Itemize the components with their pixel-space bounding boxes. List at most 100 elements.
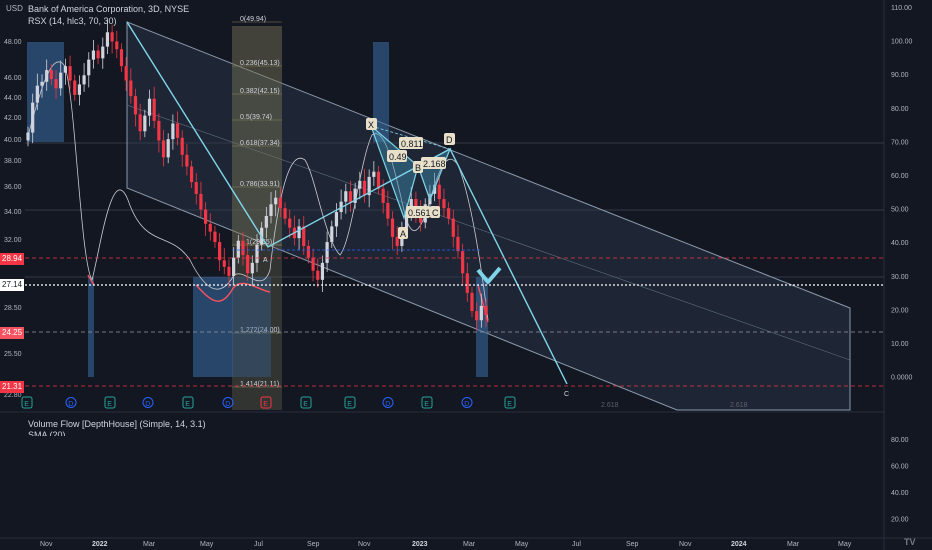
ratio-label-bd: 2.168 xyxy=(421,157,446,169)
candle-body xyxy=(362,180,367,196)
price-tag-21-31: 21.31 xyxy=(0,381,25,393)
pattern-label-b: B xyxy=(413,161,423,173)
pattern-label-x: X xyxy=(366,118,377,130)
fib-level-label: 0.5(39.74) xyxy=(240,114,272,121)
ratio-label-ac: 0.561 xyxy=(406,206,431,218)
currency-label: USD xyxy=(6,4,23,13)
time-tick-label: May xyxy=(200,541,214,548)
time-tick-label: Mar xyxy=(787,541,800,548)
symbol-title[interactable]: Bank of America Corporation, 3D, NYSE xyxy=(28,4,190,14)
candle-body xyxy=(264,215,268,228)
time-tick-label: 2022 xyxy=(92,541,108,548)
svg-text:2.168: 2.168 xyxy=(423,159,446,169)
candle-body xyxy=(101,46,105,59)
candle-body xyxy=(218,242,222,261)
time-tick-label: May xyxy=(838,541,852,548)
price-tick-label: 40.00 xyxy=(4,137,22,144)
candle-body xyxy=(316,270,320,280)
candle-body xyxy=(175,123,180,138)
candle-body xyxy=(138,114,142,132)
candle-body xyxy=(26,132,30,141)
candle-body xyxy=(77,84,82,95)
rsx-tick-label: 10.00 xyxy=(891,341,909,348)
fib-level-label: 1(29.55) xyxy=(246,239,272,246)
event-marker-label: E xyxy=(507,401,512,408)
svg-text:X: X xyxy=(368,120,374,130)
candle-body xyxy=(49,70,53,80)
earnings-marker xyxy=(421,396,433,409)
candle-body xyxy=(325,242,329,263)
candle-body xyxy=(288,218,292,228)
tradingview-logo-icon: TV xyxy=(904,537,916,547)
time-tick-label: Jul xyxy=(572,541,581,548)
earnings-marker xyxy=(21,396,33,409)
candle-body xyxy=(119,49,124,67)
candle-body xyxy=(96,50,100,59)
candle-body xyxy=(372,171,376,177)
candle-body xyxy=(414,199,418,211)
time-tick-label: 2023 xyxy=(412,541,428,548)
earnings-marker xyxy=(504,396,516,409)
time-tick-label: Sep xyxy=(307,541,320,548)
candle-body xyxy=(386,202,390,219)
time-axis: Nov 2022 Mar May Jul Sep Nov 2023 Mar May Jul Sep No… xyxy=(40,541,852,548)
price-tick-label: 38.00 xyxy=(4,158,22,165)
pattern-label-a: A xyxy=(398,227,408,239)
candle-body xyxy=(166,139,170,158)
fib-level-label: 0.786(33.91) xyxy=(240,181,280,188)
time-tick-label: Nov xyxy=(679,541,692,548)
abcd-label-c: C xyxy=(564,391,569,398)
candle-body xyxy=(465,273,469,293)
candle-body xyxy=(73,80,77,95)
time-tick-label: Nov xyxy=(358,541,371,548)
event-marker-label: E xyxy=(107,401,112,408)
target-label: 2.618 xyxy=(601,402,619,409)
rsx-tick-label: 30.00 xyxy=(891,274,909,281)
price-tick-label: 48.00 xyxy=(4,39,22,46)
fib-level-label: 0.236(45.13) xyxy=(240,60,280,67)
indicator-volume-flow[interactable]: Volume Flow [DepthHouse] (Simple, 14, 3.… xyxy=(28,419,206,429)
candle-body xyxy=(110,32,114,42)
candle-body xyxy=(203,209,208,224)
candle-body xyxy=(152,98,156,121)
pattern-label-c: C xyxy=(430,206,440,218)
price-tick-label: 25.50 xyxy=(4,351,22,358)
time-tick-label: 2024 xyxy=(731,541,747,548)
rsx-oversold-zone xyxy=(193,277,233,377)
fib-level-label: 0.382(42.15) xyxy=(240,88,280,95)
fib-level-label: 1.272(24.00) xyxy=(240,327,280,334)
event-marker-label: D xyxy=(145,401,150,408)
candle-body xyxy=(241,240,245,256)
time-tick-label: Mar xyxy=(463,541,476,548)
price-tick-label: 34.00 xyxy=(4,209,22,216)
indicator-rsx[interactable]: RSX (14, hlc3, 70, 30) xyxy=(28,16,117,26)
fib-level-label: 0.618(37.34) xyxy=(240,140,280,147)
fib-level-label: 1.414(21.11) xyxy=(240,381,279,388)
earnings-marker xyxy=(344,396,356,409)
rsx-tick-label: 100.00 xyxy=(891,39,913,46)
event-marker-label: E xyxy=(24,401,29,408)
candle-body xyxy=(320,262,325,280)
rsx-oversold-zone xyxy=(476,277,488,377)
indicator-sma[interactable]: SMA (20) xyxy=(28,430,66,436)
ratio-label-xd: 0.811 xyxy=(399,137,423,149)
volume-tick-label: 40.00 xyxy=(891,490,909,497)
dividend-marker xyxy=(65,397,77,408)
earnings-marker xyxy=(260,396,272,409)
channel-midline xyxy=(126,104,851,361)
candle-body xyxy=(250,262,254,274)
candle-body xyxy=(456,236,460,252)
rsx-tick-label: 20.00 xyxy=(891,307,909,314)
rsx-tick-label: 40.00 xyxy=(891,240,909,247)
time-tick-label: Jul xyxy=(254,541,263,548)
candle-body xyxy=(246,255,250,274)
candle-body xyxy=(381,188,385,203)
price-tick-label: 36.00 xyxy=(4,184,22,191)
time-tick-label: May xyxy=(515,541,529,548)
svg-text:A: A xyxy=(400,229,406,239)
time-tick-label: Nov xyxy=(40,541,53,548)
svg-text:B: B xyxy=(415,163,421,173)
candle-body xyxy=(105,32,110,47)
candle-body xyxy=(31,102,35,133)
